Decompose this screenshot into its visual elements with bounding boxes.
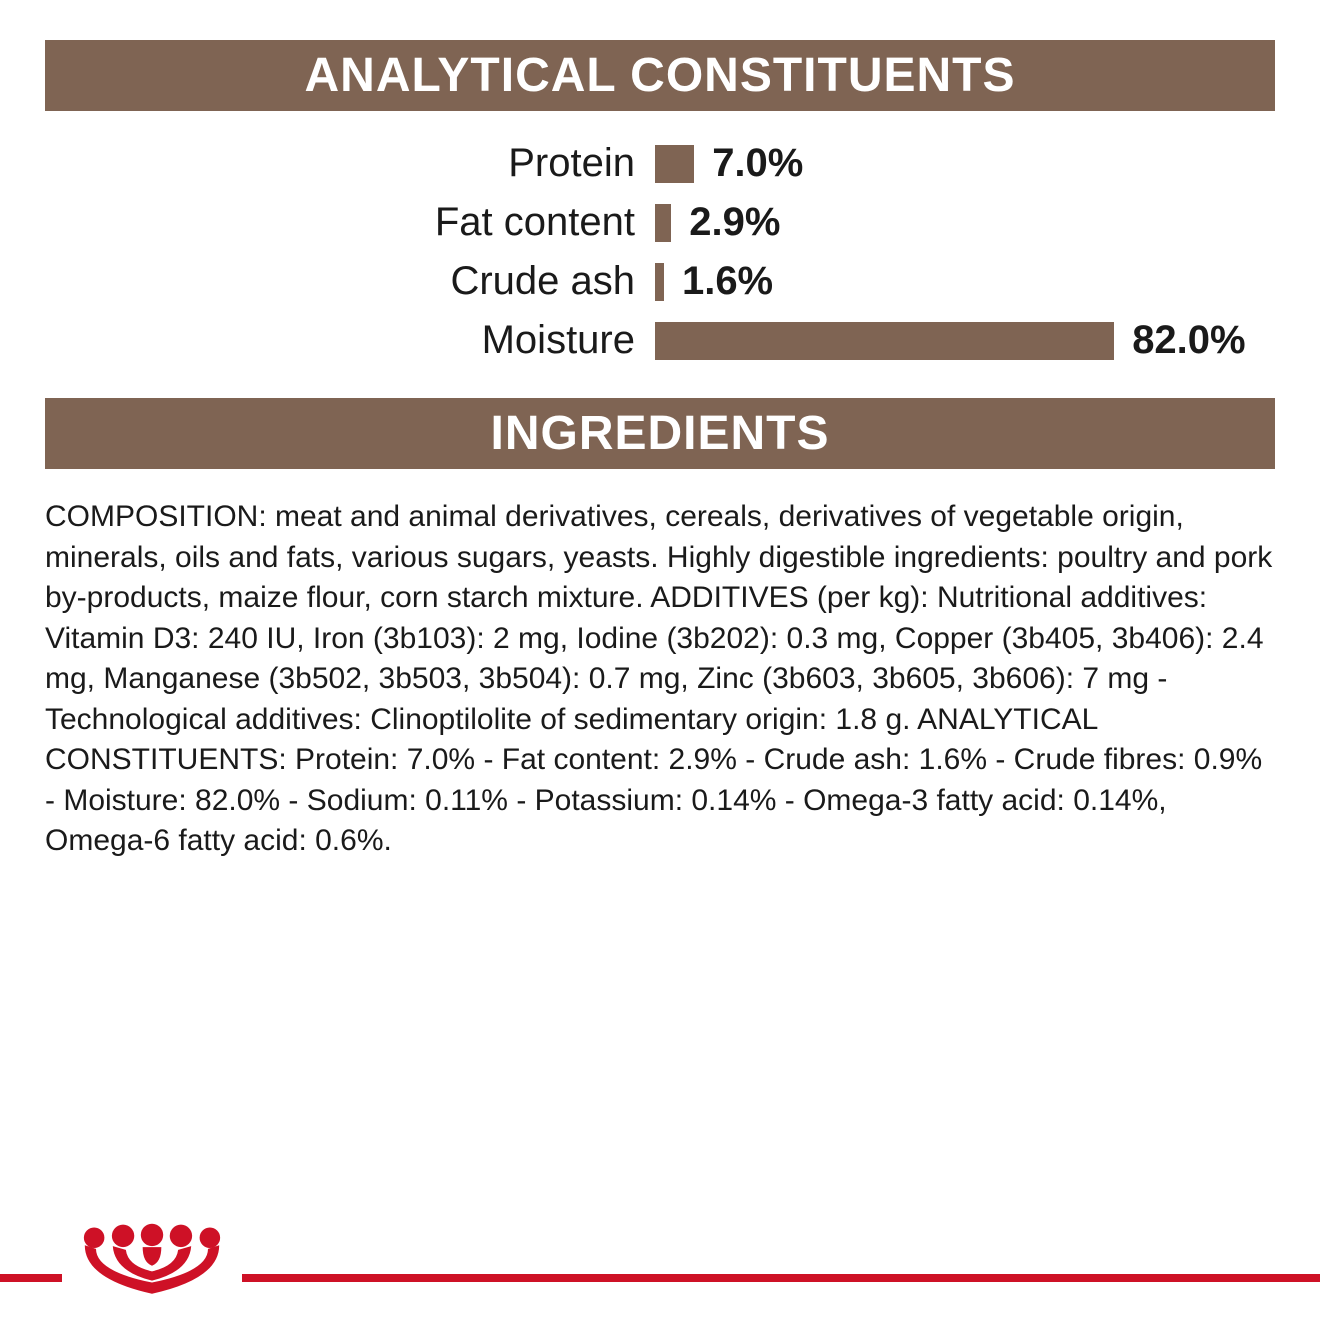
chart-value: 1.6% — [682, 259, 773, 304]
page-content: ANALYTICAL CONSTITUENTS Protein 7.0% Fat c… — [0, 0, 1320, 862]
constituents-chart: Protein 7.0% Fat content 2.9% Crude ash 1.6% M… — [45, 141, 1275, 363]
chart-row: Crude ash 1.6% — [45, 259, 1275, 304]
chart-value: 7.0% — [712, 141, 803, 186]
crown-logo — [62, 1222, 242, 1302]
chart-bar-area: 2.9% — [655, 200, 1275, 245]
ingredients-header: INGREDIENTS — [45, 398, 1275, 469]
ingredients-body: COMPOSITION: meat and animal derivatives… — [45, 497, 1275, 862]
chart-label: Crude ash — [45, 259, 655, 304]
chart-bar-area: 7.0% — [655, 141, 1275, 186]
chart-value: 82.0% — [1132, 318, 1245, 363]
chart-value: 2.9% — [689, 200, 780, 245]
footer — [0, 1210, 1320, 1320]
chart-label: Protein — [45, 141, 655, 186]
chart-bar — [655, 204, 671, 242]
chart-bar-area: 82.0% — [655, 318, 1275, 363]
crown-icon — [68, 1222, 236, 1302]
constituents-header: ANALYTICAL CONSTITUENTS — [45, 40, 1275, 111]
chart-label: Fat content — [45, 200, 655, 245]
chart-bar — [655, 145, 694, 183]
chart-row: Protein 7.0% — [45, 141, 1275, 186]
chart-row: Fat content 2.9% — [45, 200, 1275, 245]
chart-bar — [655, 263, 664, 301]
chart-bar — [655, 322, 1114, 360]
chart-label: Moisture — [45, 318, 655, 363]
chart-bar-area: 1.6% — [655, 259, 1275, 304]
chart-row: Moisture 82.0% — [45, 318, 1275, 363]
